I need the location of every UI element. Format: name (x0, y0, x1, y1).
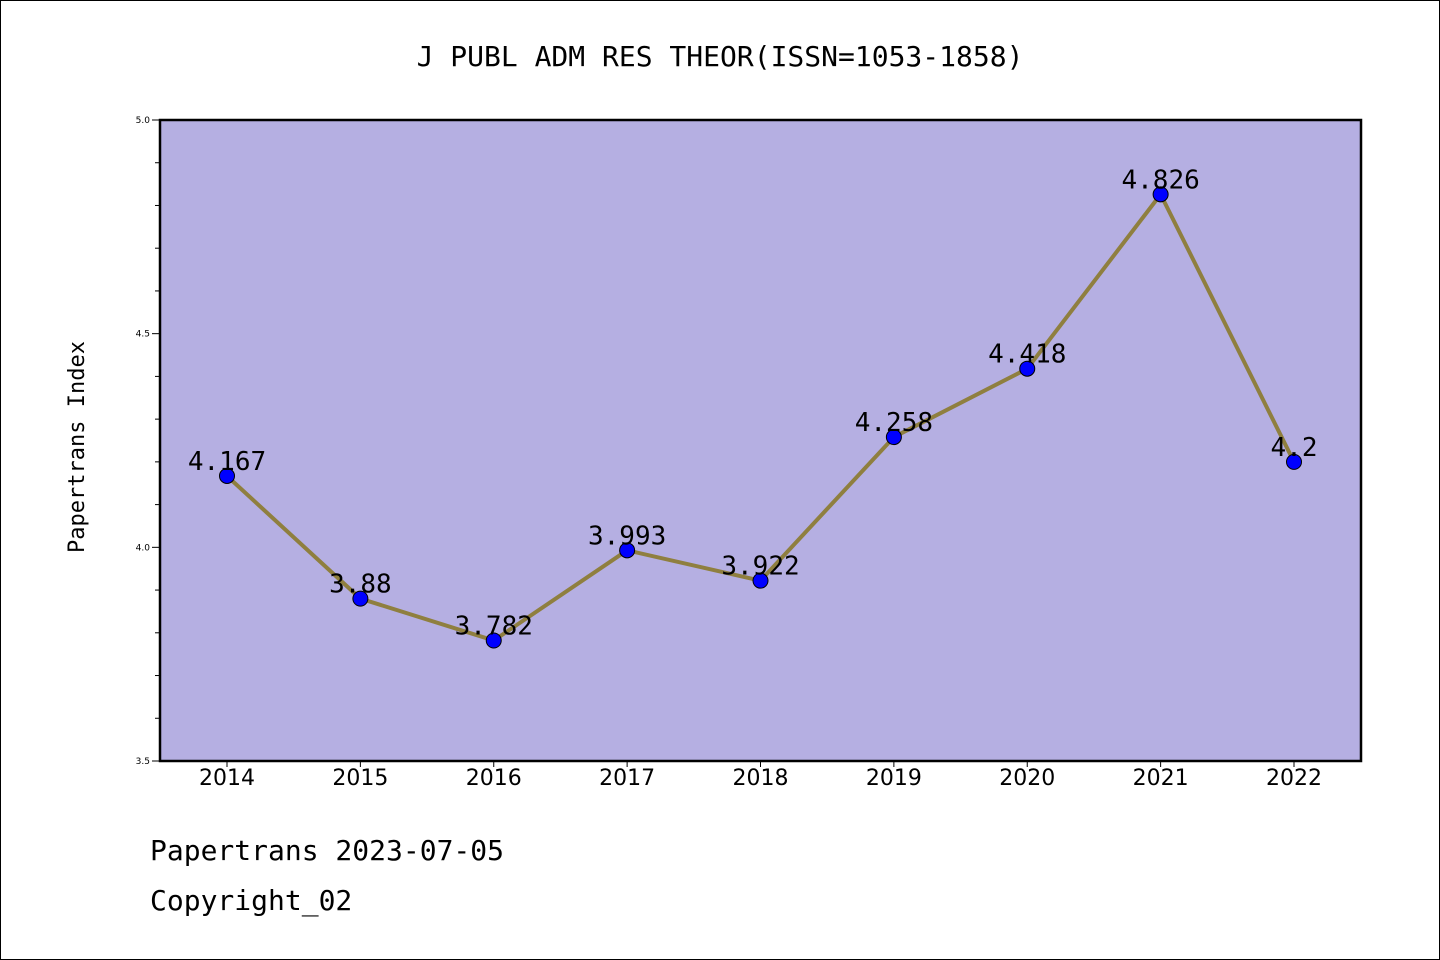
data-label: 4.418 (988, 340, 1066, 370)
y-tick-label: 4.0 (136, 543, 151, 553)
data-label: 3.993 (588, 521, 666, 551)
data-label: 4.258 (855, 408, 933, 438)
data-point (1019, 360, 1036, 377)
x-tick-label: 2019 (866, 766, 922, 791)
footer-copyright: Copyright_02 (150, 884, 353, 917)
data-label: 3.88 (329, 570, 392, 600)
y-tick-label: 5.0 (136, 116, 151, 126)
y-tick-label: 3.5 (136, 757, 150, 767)
data-label: 4.167 (188, 447, 266, 477)
data-point (352, 590, 369, 607)
data-point (752, 572, 769, 589)
y-tick-label: 4.5 (136, 330, 150, 340)
footer-date: Papertrans 2023-07-05 (150, 834, 505, 867)
x-tick-label: 2022 (1266, 766, 1322, 791)
data-point (885, 429, 902, 446)
data-point (219, 467, 235, 484)
x-tick-label: 2015 (332, 766, 388, 791)
y-axis-label: Papertrans Index (65, 341, 90, 553)
data-label: 4.2 (1271, 433, 1318, 463)
x-tick-label: 2016 (466, 766, 522, 791)
x-tick-label: 2020 (999, 766, 1055, 791)
plot-border (158, 118, 1363, 763)
x-axis: 2014 2015 2016 2017 2018 2019 2020 2021 2022 (199, 761, 1322, 791)
data-point (1152, 186, 1169, 203)
data-point (485, 632, 502, 649)
x-tick-label: 2018 (733, 766, 789, 791)
x-tick-label: 2021 (1133, 766, 1189, 791)
chart-title: J PUBL ADM RES THEOR(ISSN=1053-1858) (417, 40, 1024, 73)
data-label: 4.826 (1121, 165, 1199, 195)
x-tick-label: 2017 (599, 766, 655, 791)
data-label: 3.922 (721, 552, 799, 582)
y-axis: 3.5 4.0 4.5 5.0 (136, 116, 160, 767)
data-label: 3.782 (455, 611, 533, 641)
data-point (619, 542, 636, 559)
data-point (1286, 453, 1302, 470)
plot-area (160, 120, 1361, 761)
x-tick-label: 2014 (199, 766, 255, 791)
series-group: 4.167 3.88 3.782 3.993 3.922 4.258 4.418 4.826 4… (188, 165, 1318, 649)
